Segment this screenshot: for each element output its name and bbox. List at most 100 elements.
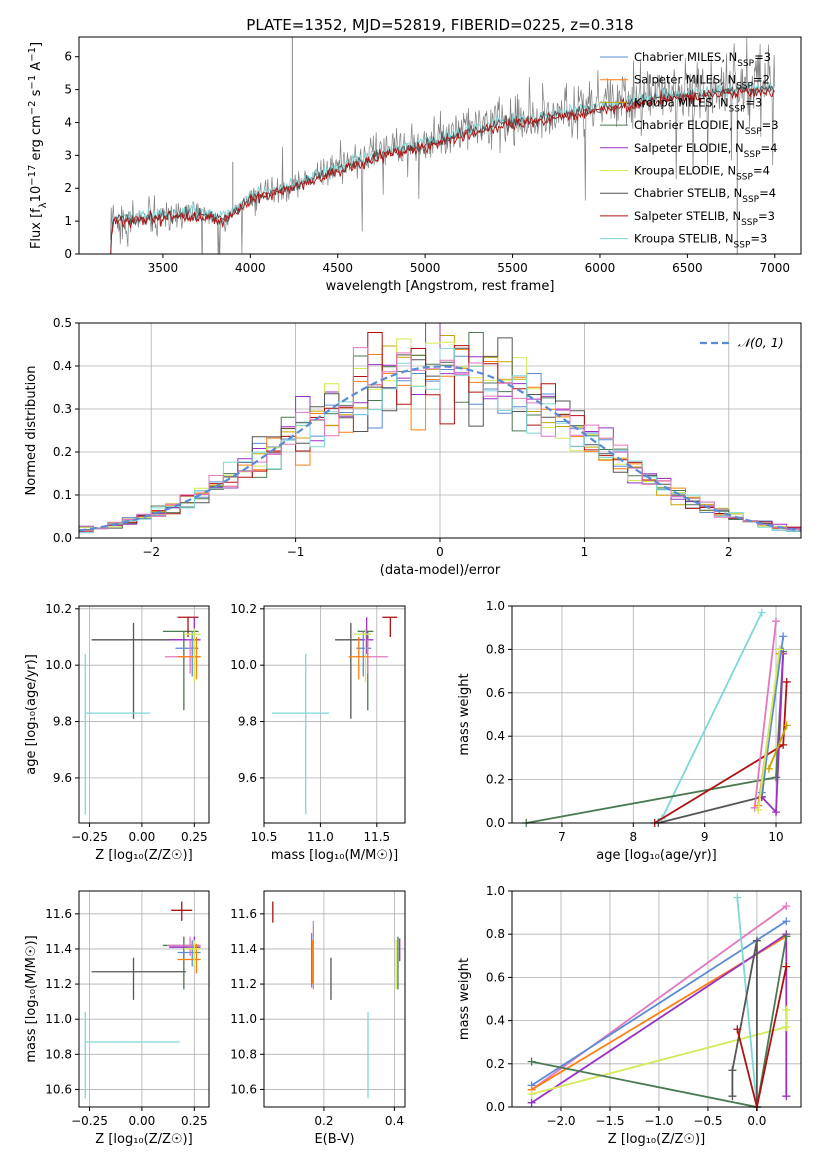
axes-frame [511, 890, 802, 1108]
legend-label: Salpeter ELODIE, NSSP=4 [634, 141, 777, 160]
x-tick-label: 10.5 [251, 830, 278, 844]
x-tick-label: 0.00 [129, 1114, 156, 1128]
y-tick-label: 4 [64, 115, 72, 129]
weight-marker [527, 1098, 536, 1107]
age-vs-z-panel: −0.25 0.00 0.25 9.6 9.8 10.0 10.2 Z [log₁₀(Z/Z☉… [24, 602, 210, 863]
spectrum-panel: 3500 4000 4500 5000 5500 6000 6500 7000 0 1 2 3 4 5 6 w… [27, 36, 802, 294]
weight-marker [772, 808, 781, 817]
legend-label: Chabrier STELIB, NSSP=4 [634, 186, 776, 205]
axes-frame [511, 605, 802, 824]
y-tick-label: 0.8 [486, 642, 505, 656]
x-axis-label: mass [log₁₀(M/M☉)] [271, 848, 398, 863]
errorbar-point [175, 631, 199, 677]
weight-marker [782, 1092, 791, 1101]
y-axis-label: age [log₁₀(age/yr)] [24, 654, 39, 775]
y-tick-label: 10.6 [230, 1082, 257, 1096]
x-tick-label: −1.0 [644, 1114, 673, 1128]
y-tick-label: 11.2 [230, 977, 257, 991]
x-tick-label: 2 [725, 545, 733, 559]
y-tick-label: 6 [64, 50, 72, 64]
axes-frame [78, 605, 210, 824]
mass-vs-ebv-panel: 0.2 0.4 10.6 10.8 11.0 11.2 11.4 11.6 E(B-V) [230, 890, 406, 1147]
x-axis-label: age [log₁₀(age/yr)] [596, 848, 717, 863]
y-tick-label: 11.2 [45, 977, 72, 991]
x-axis-label: Z [log₁₀(Z/Z☉)] [608, 1132, 705, 1147]
x-tick-label: 5500 [497, 261, 528, 275]
weight-series [753, 621, 777, 808]
weight-marker [775, 645, 784, 654]
y-tick-label: 10.0 [230, 658, 257, 672]
x-tick-label: −0.5 [693, 1114, 722, 1128]
legend: Chabrier MILES, NSSP=3 Salpeter MILES, NS… [600, 50, 779, 251]
x-tick-label: 6000 [585, 261, 616, 275]
y-tick-label: 9.8 [53, 715, 72, 729]
age-vs-mass-panel: 10.5 11.0 11.5 9.6 9.8 10.0 10.2 mass [log₁₀(M/… [230, 602, 406, 863]
y-tick-label: 0 [64, 247, 72, 261]
weight-marker [772, 617, 781, 626]
y-axis-label: Flux [fλ10−17 erg cm−2 s−1 A−1] [27, 42, 49, 249]
axes-frame [263, 605, 406, 824]
weight-marker [782, 932, 791, 941]
y-tick-label: 0.4 [486, 729, 505, 743]
x-tick-label: 8 [629, 830, 637, 844]
errorbar-point [84, 1012, 180, 1099]
y-tick-label: 10.0 [45, 658, 72, 672]
errorbar-point [335, 622, 366, 719]
y-axis-label: mass weight [457, 673, 472, 755]
y-tick-label: 11.0 [45, 1012, 72, 1026]
y-tick-label: 11.0 [230, 1012, 257, 1026]
errorbars [271, 616, 398, 815]
y-tick-label: 0.4 [486, 1014, 505, 1028]
errorbar-point [167, 936, 201, 956]
y-tick-label: 10.2 [230, 602, 257, 616]
x-axis-label: wavelength [Angstrom, rest frame] [326, 279, 555, 294]
weight-marker [764, 764, 773, 773]
y-tick-label: 0.6 [486, 970, 505, 984]
legend-label: Kroupa MILES, NSSP=3 [634, 95, 762, 114]
errorbar-point [183, 940, 201, 967]
errorbar-point [177, 940, 201, 967]
weight-marker [782, 1023, 791, 1032]
errorbars [272, 901, 401, 1099]
x-tick-label: −2 [142, 545, 160, 559]
legend-label: Chabrier MILES, NSSP=3 [634, 50, 771, 69]
legend-label: Chabrier ELODIE, NSSP=3 [634, 118, 779, 137]
errorbar-point [177, 943, 201, 974]
model-spectrum [110, 86, 775, 254]
weight-vs-age-panel: 7 8 9 10 0.0 0.2 0.4 0.6 0.8 1.0 age [log₁₀(age/yr… [457, 599, 802, 863]
spectrum-lines [110, 37, 776, 254]
y-tick-label: 0.2 [486, 773, 505, 787]
y-tick-label: 2 [64, 181, 72, 195]
x-tick-label: 7 [558, 830, 566, 844]
x-tick-label: 0.00 [129, 830, 156, 844]
weight-marker [782, 721, 791, 730]
y-tick-label: 9.6 [238, 771, 257, 785]
histograms [79, 323, 801, 534]
weight-marker [527, 1057, 536, 1066]
residual-histogram [79, 347, 801, 532]
mass-vs-z-panel: −0.25 0.00 0.25 10.6 10.8 11.0 11.2 11.4 11.6 Z [… [24, 890, 210, 1147]
legend-label: Salpeter MILES, NSSP=2 [634, 73, 770, 92]
residuals-panel: −2 −1 0 1 2 0.0 0.1 0.2 0.3 0.4 0.5 (data-model)/er… [24, 316, 802, 578]
y-tick-label: 0.4 [53, 359, 72, 373]
weight-series [761, 653, 785, 815]
weight-marker [782, 1005, 791, 1014]
weight-marker [733, 893, 742, 902]
weight-marker [757, 608, 766, 617]
x-tick-label: 0.25 [181, 1114, 208, 1128]
x-tick-label: 6500 [672, 261, 703, 275]
weight-series [760, 636, 785, 793]
y-tick-label: 1 [64, 214, 72, 228]
errorbars [84, 901, 201, 1099]
weight-series [757, 649, 781, 811]
x-tick-label: 7000 [760, 261, 791, 275]
axes-frame [78, 890, 210, 1108]
x-tick-label: 0 [436, 545, 444, 559]
weight-marker [728, 1092, 737, 1101]
x-tick-label: 5000 [410, 261, 441, 275]
y-tick-label: 0.5 [53, 316, 72, 330]
errorbar-point [84, 653, 151, 815]
legend-label: Salpeter STELIB, NSSP=3 [634, 209, 775, 228]
weight-marker [772, 773, 781, 782]
